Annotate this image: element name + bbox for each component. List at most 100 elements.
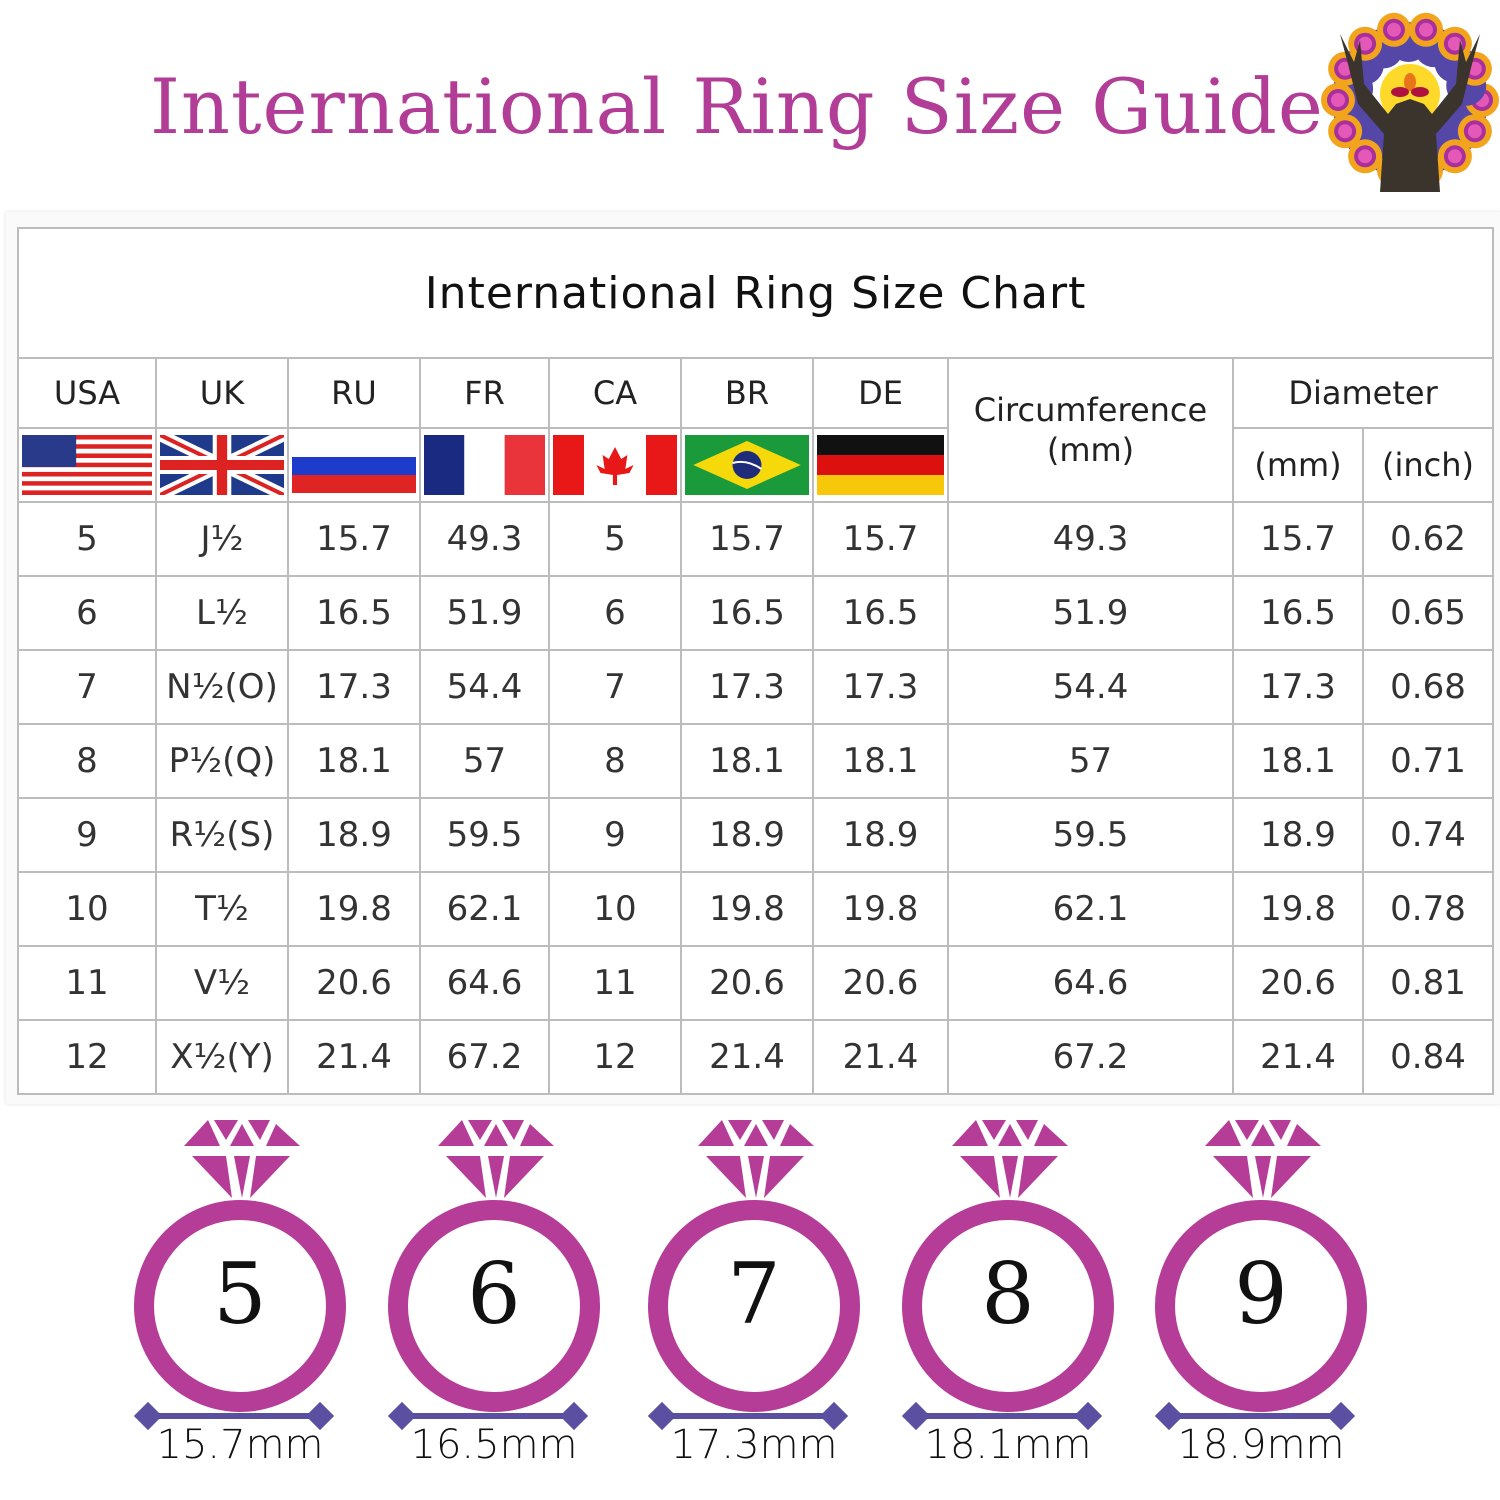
table-cell: 5 [17, 501, 157, 577]
table-cell: 7 [548, 649, 682, 725]
ring-diameter-label: 17.3mm [670, 1422, 838, 1468]
table-cell: 11 [17, 945, 157, 1021]
table-cell: 18.9 [812, 797, 949, 873]
brazil-flag-cell [680, 427, 814, 503]
table-row: 12 X½(Y) 21.4 67.2 12 21.4 21.4 67.2 21.4 0.84 [17, 1019, 1495, 1095]
table-row: 9 R½(S) 18.9 59.5 9 18.9 18.9 59.5 18.9 0.74 [17, 797, 1495, 873]
page-title: International Ring Size Guide [150, 62, 1324, 151]
table-cell: 0.74 [1361, 797, 1495, 873]
ring-size-7: 7 17.3mm [634, 1110, 874, 1490]
table-cell: 0.71 [1361, 723, 1495, 799]
ring-diameter-label: 15.7mm [156, 1422, 324, 1468]
table-cell: 62.1 [419, 871, 550, 947]
table-cell: 20.6 [812, 945, 949, 1021]
ring-size-number: 5 [213, 1245, 267, 1343]
column-header-de: DE [812, 357, 949, 429]
table-cell: 9 [548, 797, 682, 873]
table-cell: 0.81 [1361, 945, 1495, 1021]
ring-diameter-label: 16.5mm [410, 1422, 578, 1468]
table-cell: 20.6 [1232, 945, 1364, 1021]
column-header-br: BR [680, 357, 814, 429]
uk-flag-cell [155, 427, 289, 503]
usa-flag-cell [17, 427, 157, 503]
table-cell: 54.4 [947, 649, 1234, 725]
canada-flag-cell [548, 427, 682, 503]
table-cell: 17.3 [287, 649, 421, 725]
table-cell: 7 [17, 649, 157, 725]
table-cell: 9 [17, 797, 157, 873]
ring-size-illustrations: 5 15.7mm 6 16.5mm 7 17.3mm 8 18.1mm [0, 1110, 1500, 1500]
ring-size-number: 6 [467, 1245, 521, 1343]
table-cell: 15.7 [1232, 501, 1364, 577]
ring-diameter-label: 18.1mm [924, 1422, 1092, 1468]
table-cell: 18.9 [287, 797, 421, 873]
table-cell: 20.6 [680, 945, 814, 1021]
russia-flag-icon [292, 441, 416, 493]
table-row: 11 V½ 20.6 64.6 11 20.6 20.6 64.6 20.6 0.81 [17, 945, 1495, 1021]
chart-title: International Ring Size Chart [16, 227, 1495, 359]
column-header-ca: CA [548, 357, 682, 429]
table-cell: 18.9 [680, 797, 814, 873]
table-cell: 12 [17, 1019, 157, 1095]
table-cell: 6 [548, 575, 682, 651]
table-cell: 18.1 [1232, 723, 1364, 799]
table-cell: 18.1 [287, 723, 421, 799]
canada-flag-icon [553, 435, 677, 495]
table-cell: 54.4 [419, 649, 550, 725]
table-cell: 0.68 [1361, 649, 1495, 725]
usa-flag-icon [22, 435, 152, 495]
france-flag-cell [419, 427, 550, 503]
table-row: 6 L½ 16.5 51.9 6 16.5 16.5 51.9 16.5 0.65 [17, 575, 1495, 651]
table-cell: V½ [155, 945, 289, 1021]
table-cell: 11 [548, 945, 682, 1021]
table-cell: 0.84 [1361, 1019, 1495, 1095]
ring-size-number: 9 [1234, 1245, 1288, 1343]
deer-mandala-logo [1321, 12, 1499, 192]
ring-size-8: 8 18.1mm [888, 1110, 1128, 1490]
diamond-ring-icon [647, 1120, 860, 1431]
table-cell: 18.1 [680, 723, 814, 799]
column-header-diameter-inch: (inch) [1361, 427, 1495, 503]
table-cell: 17.3 [812, 649, 949, 725]
table-cell: 51.9 [947, 575, 1234, 651]
table-cell: 0.62 [1361, 501, 1495, 577]
table-row: 7 N½(O) 17.3 54.4 7 17.3 17.3 54.4 17.3 0.68 [17, 649, 1495, 725]
table-cell: 21.4 [680, 1019, 814, 1095]
table-cell: 5 [548, 501, 682, 577]
table-cell: 57 [947, 723, 1234, 799]
column-header-usa: USA [17, 357, 157, 429]
table-cell: 21.4 [1232, 1019, 1364, 1095]
column-header-fr: FR [419, 357, 550, 429]
france-flag-icon [424, 435, 545, 495]
ring-size-6: 6 16.5mm [374, 1110, 614, 1490]
table-cell: 51.9 [419, 575, 550, 651]
table-cell: 19.8 [1232, 871, 1364, 947]
column-header-uk: UK [155, 357, 289, 429]
table-cell: 67.2 [947, 1019, 1234, 1095]
table-cell: 16.5 [1232, 575, 1364, 651]
table-cell: 62.1 [947, 871, 1234, 947]
table-cell: T½ [155, 871, 289, 947]
table-cell: P½(Q) [155, 723, 289, 799]
table-cell: 8 [17, 723, 157, 799]
table-cell: 67.2 [419, 1019, 550, 1095]
table-cell: 21.4 [287, 1019, 421, 1095]
table-cell: 16.5 [812, 575, 949, 651]
table-cell: 6 [17, 575, 157, 651]
ring-size-table: International Ring Size Chart USA UK RU FR C… [16, 227, 1495, 1095]
table-cell: X½(Y) [155, 1019, 289, 1095]
table-cell: 10 [548, 871, 682, 947]
column-header-ru: RU [287, 357, 421, 429]
table-cell: 19.8 [287, 871, 421, 947]
table-cell: 8 [548, 723, 682, 799]
uk-flag-icon [160, 435, 284, 495]
brazil-flag-icon [685, 435, 809, 495]
ring-size-5: 5 15.7mm [120, 1110, 360, 1490]
table-cell: 15.7 [287, 501, 421, 577]
table-cell: 19.8 [680, 871, 814, 947]
russia-flag-cell [287, 427, 421, 503]
diamond-ring-icon [387, 1120, 600, 1431]
ring-diameter-label: 18.9mm [1177, 1422, 1345, 1468]
table-cell: L½ [155, 575, 289, 651]
table-cell: N½(O) [155, 649, 289, 725]
